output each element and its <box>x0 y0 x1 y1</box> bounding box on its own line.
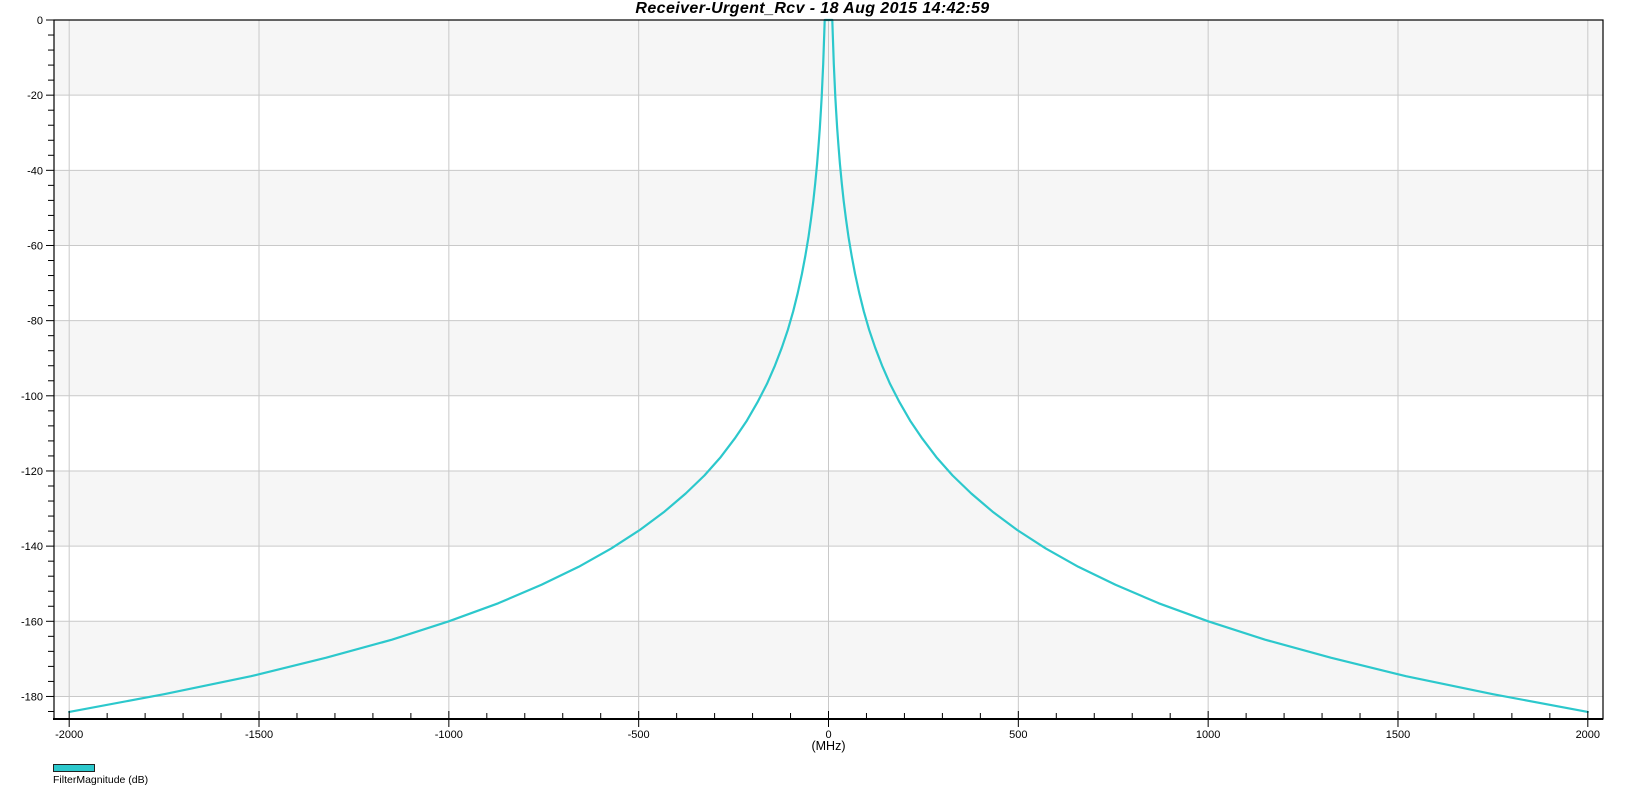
y-tick-label: -140 <box>21 541 43 553</box>
y-tick-label: -180 <box>21 691 43 703</box>
x-tick-label: -1000 <box>435 729 463 741</box>
x-tick-label: -1500 <box>245 729 273 741</box>
y-tick-label: -20 <box>27 90 43 102</box>
y-tick-label: -60 <box>27 240 43 252</box>
y-tick-label: -100 <box>21 391 43 403</box>
x-tick-label: -2000 <box>55 729 83 741</box>
x-axis-unit-label: (MHz) <box>811 739 846 753</box>
y-tick-label: 0 <box>37 15 43 27</box>
y-tick-label: -80 <box>27 316 43 328</box>
x-tick-label: -500 <box>628 729 650 741</box>
x-tick-label: 500 <box>1009 729 1027 741</box>
x-tick-label: 2000 <box>1576 729 1600 741</box>
legend-swatch-filtermagnitude-icon <box>53 764 95 772</box>
y-tick-label: -120 <box>21 466 43 478</box>
y-tick-label: -160 <box>21 616 43 628</box>
legend-label: FilterMagnitude (dB) <box>53 774 149 786</box>
x-tick-label: 0 <box>825 729 831 741</box>
chart-title: Receiver-Urgent_Rcv - 18 Aug 2015 14:42:… <box>635 0 990 17</box>
legend: FilterMagnitude (dB) <box>53 764 148 786</box>
x-tick-label: 1000 <box>1196 729 1220 741</box>
x-tick-label: 1500 <box>1386 729 1410 741</box>
y-tick-label: -40 <box>27 165 43 177</box>
